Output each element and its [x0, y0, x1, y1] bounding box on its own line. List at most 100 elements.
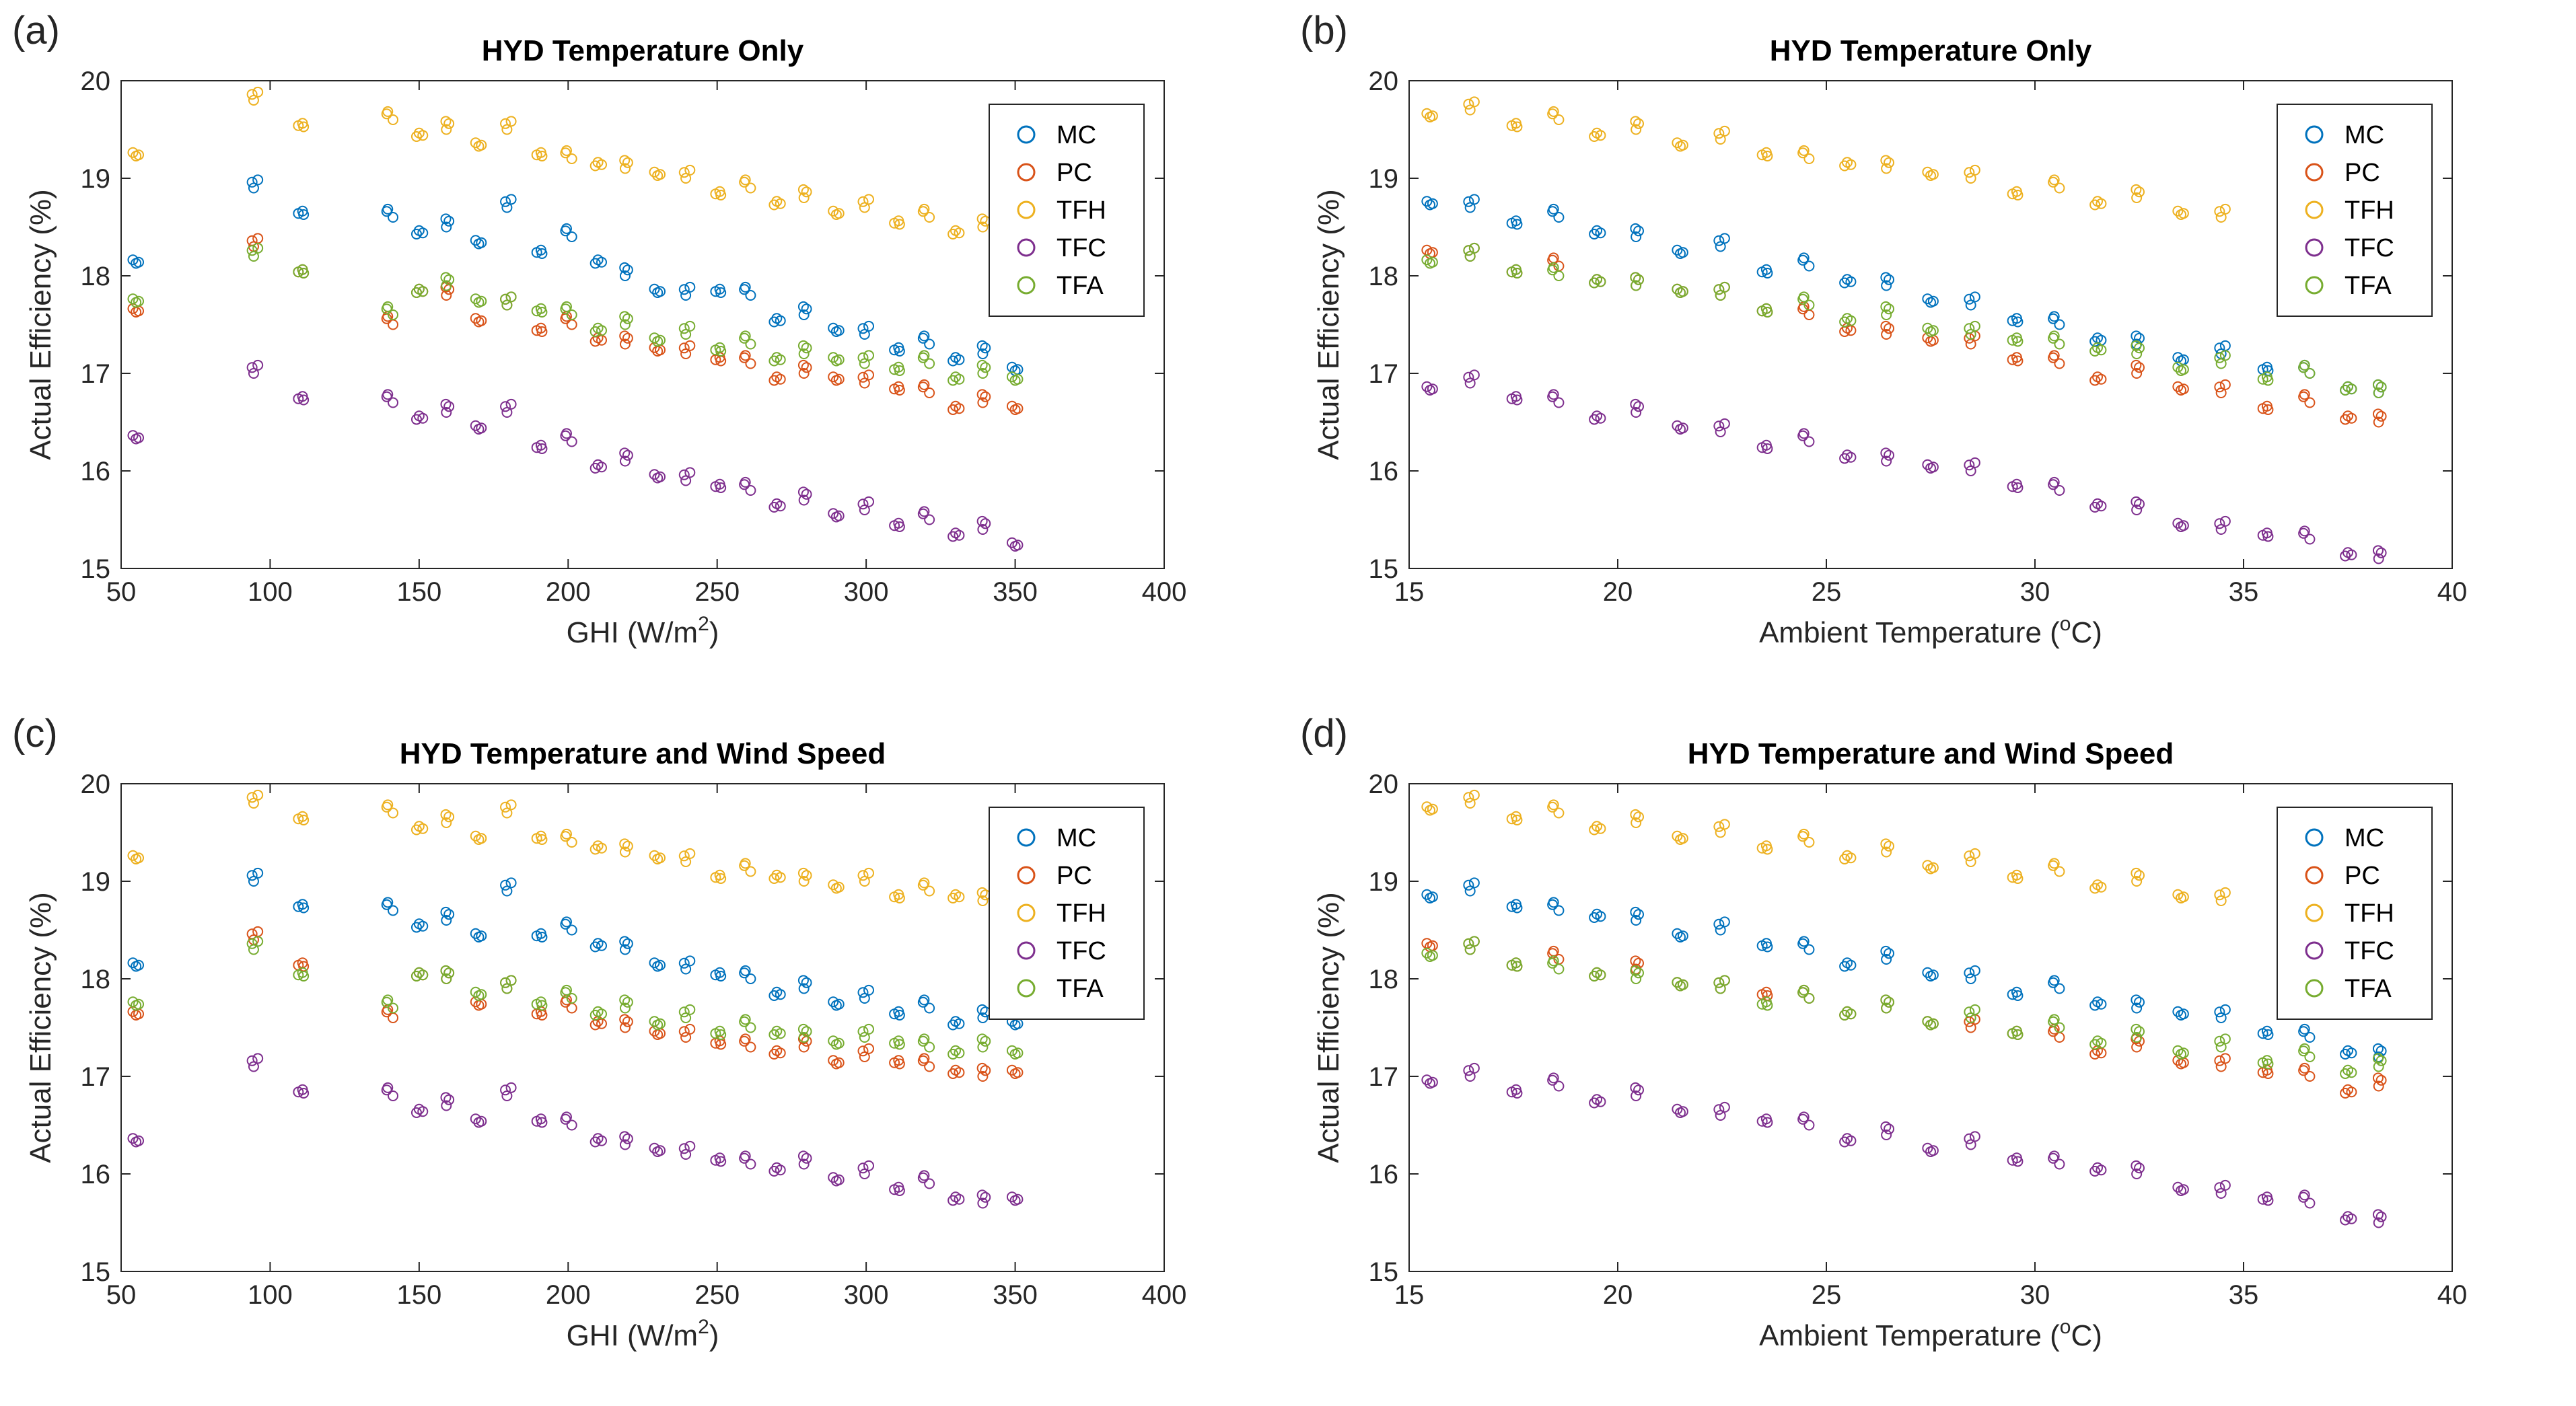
point-mc	[1553, 212, 1565, 223]
point-pc	[619, 1022, 631, 1033]
point-tfa	[1803, 993, 1815, 1004]
point-tfc	[680, 475, 692, 486]
point-tfa	[1922, 1016, 1933, 1027]
point-tfc	[977, 1197, 989, 1209]
point-tfh	[1884, 840, 1894, 852]
x-axis-label-tail: C)	[2071, 1319, 2102, 1352]
point-tfh	[619, 163, 631, 174]
point-tfc	[1884, 1123, 1894, 1135]
point-tfa	[501, 983, 513, 994]
point-pc	[889, 383, 900, 395]
point-tfc	[976, 1189, 988, 1201]
point-pc	[2054, 358, 2065, 369]
point-tfa	[2372, 1053, 2384, 1064]
point-tfa	[1719, 975, 1730, 986]
point-tfc	[619, 1139, 631, 1150]
point-tfh	[655, 169, 666, 180]
point-mc	[2215, 1012, 2227, 1023]
point-tfc	[2092, 1162, 2103, 1173]
point-tfa	[560, 303, 571, 315]
legend-marker-pc	[1017, 163, 1036, 182]
point-tfh	[1464, 104, 1476, 116]
point-mc	[566, 231, 577, 242]
point-tfa	[1506, 959, 1517, 971]
point-tfh	[1672, 830, 1683, 842]
point-tfc	[560, 430, 571, 441]
point-tfa	[1803, 299, 1815, 311]
point-tfh	[1880, 155, 1892, 166]
point-tfc	[619, 447, 631, 459]
point-tfa	[1964, 1006, 1975, 1018]
point-tfa	[2257, 373, 2268, 385]
point-tfc	[2257, 1193, 2268, 1205]
point-tfc	[2373, 553, 2384, 564]
point-tfh	[889, 217, 900, 229]
point-tfh	[798, 192, 810, 203]
point-pc	[859, 377, 870, 389]
point-tfc	[655, 1145, 666, 1156]
point-tfa	[655, 334, 666, 346]
point-tfc	[833, 510, 845, 521]
point-tfa	[248, 251, 259, 262]
legend-box	[989, 807, 1145, 1020]
point-mc	[476, 930, 487, 942]
point-tfc	[298, 394, 310, 406]
point-tfh	[1715, 134, 1726, 145]
point-tfa	[592, 1006, 604, 1017]
point-tfc	[1713, 1104, 1725, 1115]
point-mc	[678, 284, 690, 295]
point-tfc	[531, 442, 542, 453]
point-tfh	[440, 116, 452, 127]
point-tfa	[1884, 303, 1894, 315]
point-tfh	[246, 792, 258, 803]
point-pc	[976, 389, 988, 400]
point-mc	[413, 918, 425, 930]
point-tfh	[1969, 164, 1980, 176]
legend-label-mc: MC	[1057, 824, 1096, 852]
point-tfa	[2214, 1035, 2225, 1047]
point-tfc	[127, 1133, 139, 1144]
point-mc	[440, 906, 452, 918]
point-tfh	[2092, 879, 2103, 891]
point-tfh	[745, 866, 756, 877]
point-tfa	[1927, 1018, 1939, 1029]
point-tfh	[1964, 167, 1975, 178]
point-tfh	[680, 856, 692, 867]
point-tfa	[1511, 961, 1523, 972]
point-tfa	[441, 973, 452, 984]
point-tfa	[2092, 1035, 2103, 1047]
point-tfa	[950, 371, 961, 383]
point-tfh	[863, 867, 875, 879]
point-mc	[470, 235, 481, 246]
point-mc	[2054, 983, 2065, 994]
point-mc	[1464, 202, 1476, 213]
legend-marker-pc	[1017, 866, 1036, 885]
point-tfc	[1715, 427, 1726, 437]
point-mc	[1880, 945, 1892, 957]
point-pc	[2214, 1055, 2225, 1066]
point-tfh	[252, 789, 264, 801]
point-tfh	[2092, 196, 2103, 207]
point-tfc	[684, 1140, 696, 1152]
point-tfc	[924, 1178, 935, 1189]
point-tfh	[797, 867, 809, 879]
point-tfc	[2257, 529, 2268, 541]
point-tfh	[1713, 128, 1725, 139]
point-tfa	[1969, 1004, 1980, 1015]
point-mc	[133, 256, 145, 268]
panel-b: (b) HYD Temperature Only 15 20 25 30 35 40 15 16 1…	[1288, 0, 2576, 703]
point-tfa	[1633, 967, 1644, 979]
point-tfh	[1463, 98, 1474, 110]
point-mc	[133, 959, 145, 971]
point-tfa	[1969, 320, 1980, 332]
point-tfh	[739, 176, 750, 188]
point-mc	[560, 918, 571, 930]
point-mc	[619, 944, 631, 955]
point-pc	[2373, 416, 2384, 428]
point-tfc	[801, 488, 812, 500]
point-mc	[501, 202, 513, 213]
point-tfa	[2215, 358, 2227, 369]
x-tick-label: 50	[106, 577, 137, 607]
point-tfc	[980, 1191, 991, 1203]
point-tfc	[771, 1162, 783, 1173]
